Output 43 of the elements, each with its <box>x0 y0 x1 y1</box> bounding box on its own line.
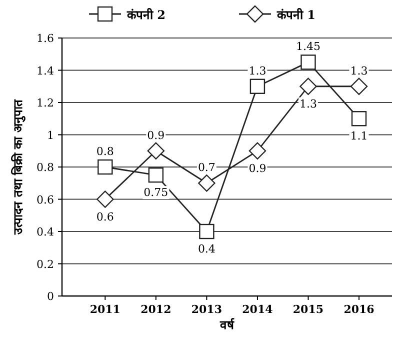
legend-label: कंपनी 2 <box>126 8 166 22</box>
data-label: 0.7 <box>198 161 216 174</box>
data-label: 1.3 <box>248 64 266 78</box>
x-tick-label: 2016 <box>344 303 375 316</box>
x-tick-label: 2014 <box>242 303 274 316</box>
point <box>199 224 214 240</box>
y-tick-label: 0.8 <box>36 161 54 174</box>
point <box>147 142 165 160</box>
point <box>98 159 113 175</box>
y-tick-label: 1.2 <box>36 96 54 110</box>
data-label: 1.3 <box>350 64 368 78</box>
y-tick-label: 1 <box>47 128 54 142</box>
point <box>300 78 317 95</box>
y-axis-title: उत्पादन तथा बिक्री का अनुपात <box>11 98 26 236</box>
x-tick-label: 2012 <box>140 303 172 316</box>
y-tick-label: 0 <box>47 290 54 303</box>
y-tick-label: 0.6 <box>36 193 54 206</box>
point <box>248 142 266 160</box>
point <box>96 190 114 208</box>
data-label: 1.3 <box>299 97 317 110</box>
y-tick-label: 0.2 <box>36 258 54 271</box>
data-label: 1.45 <box>296 40 320 54</box>
point <box>351 111 367 126</box>
legend-label: कंपनी 1 <box>276 8 316 22</box>
y-tick-label: 0.4 <box>36 226 54 238</box>
y-tick-label: 1.6 <box>36 32 54 45</box>
data-label: 0.4 <box>198 242 216 256</box>
point <box>350 78 368 95</box>
data-label: 0.6 <box>96 210 114 224</box>
point <box>148 167 164 183</box>
x-tick-label: 2011 <box>90 303 120 316</box>
data-label: 1.1 <box>350 130 368 143</box>
point <box>250 78 266 94</box>
data-label: 0.9 <box>248 162 266 175</box>
x-tick-label: 2013 <box>191 303 222 316</box>
data-label: 0.8 <box>96 145 114 158</box>
data-label: 0.75 <box>144 186 168 200</box>
point <box>300 54 316 70</box>
point <box>198 174 216 192</box>
data-label: 0.9 <box>147 128 165 142</box>
x-tick-label: 2015 <box>292 303 324 316</box>
x-axis-title: वर्ष <box>219 318 235 332</box>
y-tick-label: 1.4 <box>36 64 54 78</box>
